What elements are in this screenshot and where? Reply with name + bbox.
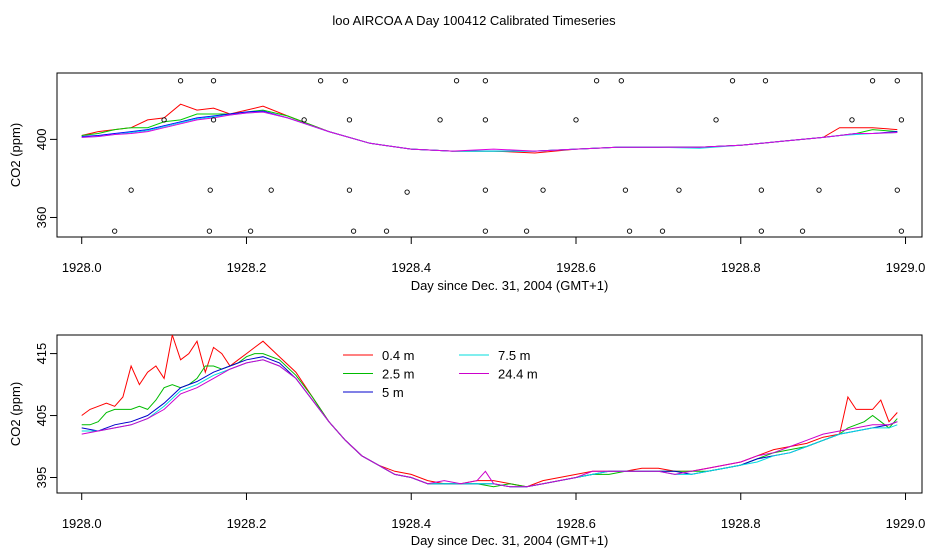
series-line-0-4-m	[81, 103, 898, 154]
x-tick-label: 1928.0	[62, 516, 102, 531]
data-point	[758, 228, 765, 234]
data-point	[540, 187, 546, 193]
data-point	[346, 117, 353, 123]
series-line-2-5-m	[81, 353, 898, 488]
y-tick-label: 400	[34, 129, 49, 151]
data-point	[758, 187, 765, 193]
data-point	[177, 78, 184, 84]
y-tick-label: 360	[34, 207, 49, 229]
y-axis-label: CO2 (ppm)	[8, 382, 23, 446]
data-point	[762, 78, 769, 84]
data-point	[593, 78, 600, 84]
x-axis-label: Day since Dec. 31, 2004 (GMT+1)	[411, 278, 609, 293]
y-tick-label: 415	[34, 343, 49, 365]
data-point	[210, 117, 217, 123]
data-point	[898, 117, 905, 123]
x-tick-label: 1928.8	[721, 516, 761, 531]
plot-frame	[56, 334, 923, 494]
x-tick-label: 1928.6	[556, 260, 596, 275]
data-point	[573, 117, 579, 123]
data-point	[210, 78, 217, 84]
data-point	[676, 187, 682, 193]
legend-label: 7.5 m	[498, 348, 531, 363]
series-line-5-m	[81, 110, 898, 152]
data-point	[894, 78, 900, 84]
data-point	[161, 117, 167, 123]
y-tick-label: 405	[34, 405, 49, 427]
y-tick-label: 395	[34, 467, 49, 489]
data-point	[247, 228, 254, 234]
data-point	[437, 117, 443, 123]
x-tick-label: 1929.0	[886, 260, 926, 275]
series-line-24-4-m	[81, 111, 898, 152]
data-point	[894, 187, 900, 193]
data-point	[383, 228, 390, 234]
x-tick-label: 1928.6	[556, 516, 596, 531]
data-point	[207, 187, 213, 193]
data-point	[453, 78, 460, 84]
series-line-0-4-m	[81, 335, 898, 488]
x-tick-label: 1928.2	[227, 516, 267, 531]
legend-label: 5 m	[382, 385, 404, 400]
data-point	[317, 78, 324, 84]
data-point	[713, 117, 719, 123]
data-point	[482, 117, 489, 123]
x-tick-label: 1928.4	[391, 516, 431, 531]
data-point	[659, 228, 666, 234]
x-axis-label: Day since Dec. 31, 2004 (GMT+1)	[411, 533, 609, 548]
series-line-2-5-m	[81, 109, 898, 152]
panel-bottom: 1928.0 1928.2 1928.4 1928.6 1928.8 1929.0 395 4…	[8, 334, 926, 548]
y-axis-label: CO2 (ppm)	[8, 123, 23, 187]
series-group	[81, 103, 898, 154]
x-tick-label: 1928.4	[391, 260, 431, 275]
data-point	[729, 78, 736, 84]
data-point	[849, 117, 855, 123]
data-point	[342, 78, 348, 84]
data-point	[622, 187, 629, 193]
data-point	[626, 228, 633, 234]
data-point	[799, 228, 806, 234]
legend-label: 2.5 m	[382, 367, 415, 382]
x-tick-label: 1928.0	[62, 260, 102, 275]
data-point	[350, 228, 357, 234]
data-point	[869, 78, 876, 84]
data-point	[482, 78, 489, 84]
series-line-7-5-m	[81, 111, 898, 152]
data-point	[482, 187, 489, 193]
data-point	[898, 228, 905, 234]
data-point	[523, 228, 530, 234]
legend-label: 24.4 m	[498, 367, 538, 382]
x-tick-label: 1928.8	[721, 260, 761, 275]
panel-top: 1928.0 1928.2 1928.4 1928.6 1928.8 1929.0 360 4…	[8, 72, 926, 293]
data-point	[206, 228, 213, 234]
data-point	[618, 78, 624, 84]
data-point	[128, 187, 134, 193]
data-point	[482, 228, 489, 234]
series-line-5-m	[81, 356, 898, 488]
series-group	[81, 335, 898, 488]
series-line-24-4-m	[81, 359, 898, 488]
x-tick-label: 1929.0	[886, 516, 926, 531]
data-point	[816, 187, 822, 193]
data-point	[301, 117, 307, 123]
data-point	[404, 189, 410, 195]
x-tick-label: 1928.2	[227, 260, 267, 275]
plot-frame	[56, 72, 923, 238]
series-line-7-5-m	[81, 359, 898, 488]
legend-label: 0.4 m	[382, 348, 415, 363]
data-point	[112, 228, 118, 234]
figure-title: loo AIRCOA A Day 100412 Calibrated Times…	[332, 13, 616, 28]
data-point	[268, 187, 274, 193]
data-point	[346, 187, 353, 193]
